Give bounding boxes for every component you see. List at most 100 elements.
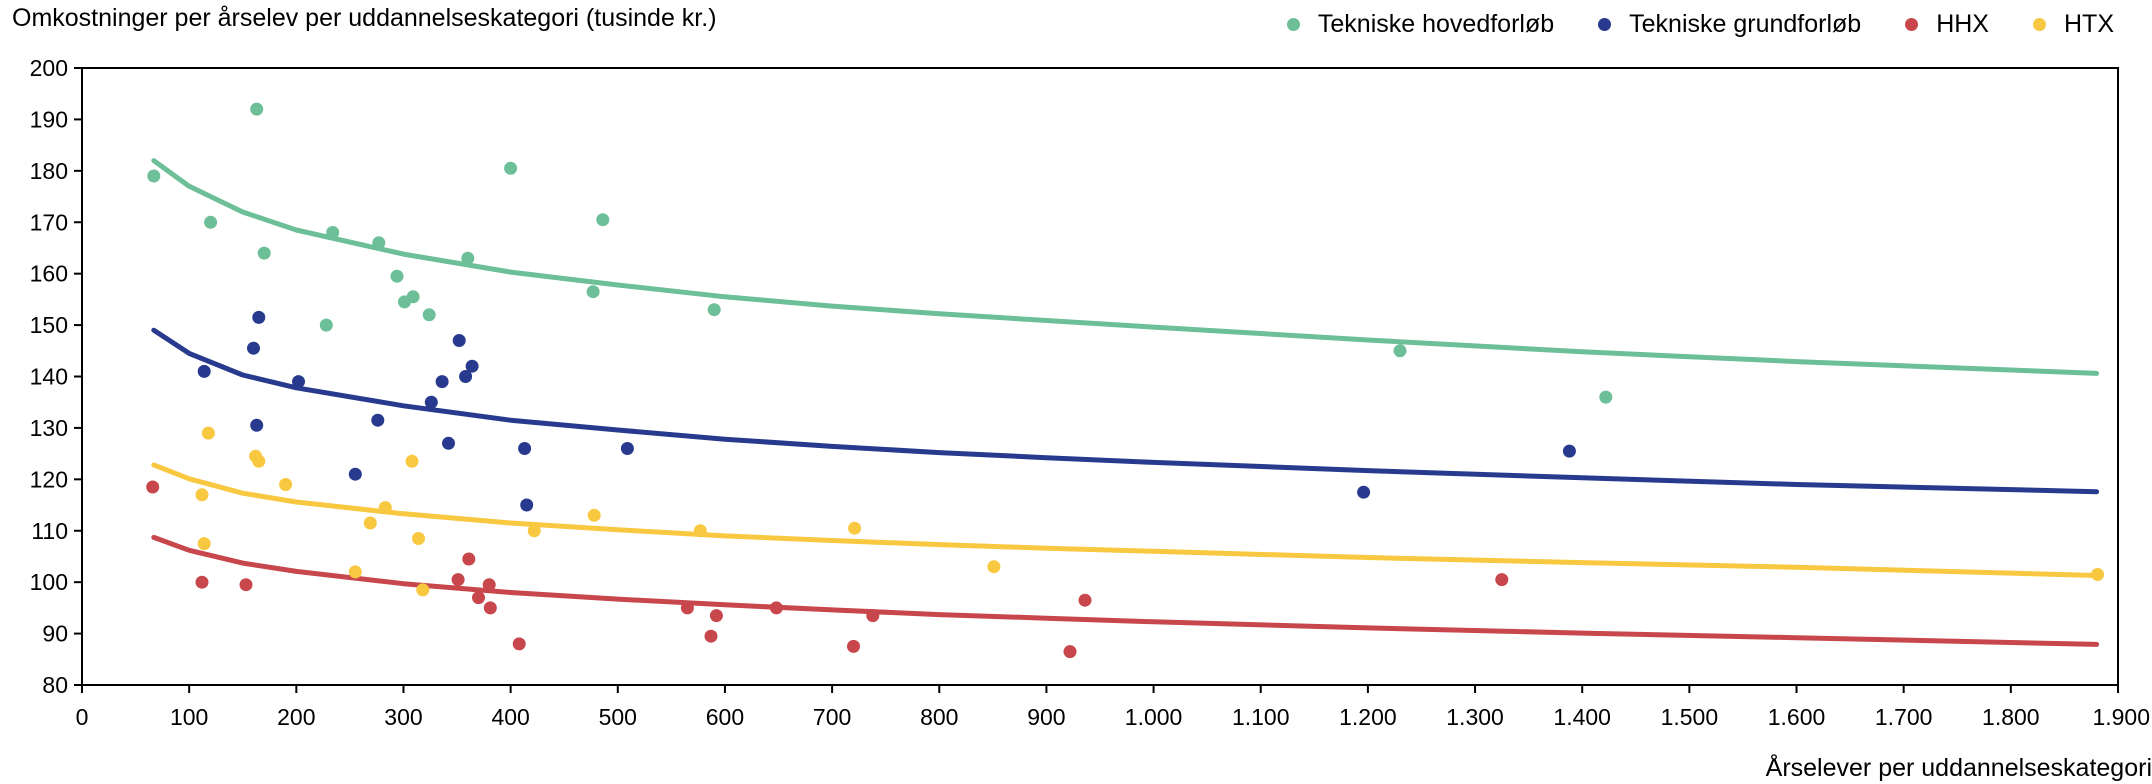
x-tick-label: 200 <box>277 704 315 730</box>
data-point-htx <box>197 537 211 551</box>
data-point-htx <box>693 524 707 538</box>
legend-label: HTX <box>2064 10 2114 38</box>
data-point-tekniske-grundforløb <box>435 375 449 389</box>
data-point-htx <box>587 508 601 522</box>
y-tick-label: 190 <box>30 106 68 132</box>
data-point-tekniske-hovedforløb <box>326 226 340 239</box>
x-tick-label: 800 <box>920 704 958 730</box>
data-point-hhx <box>195 575 209 589</box>
x-tick-label: 400 <box>491 704 529 730</box>
data-point-hhx <box>451 573 465 587</box>
x-tick-label: 700 <box>813 704 851 730</box>
y-tick-label: 150 <box>30 312 68 338</box>
legend-item: Tekniske hovedforløb <box>1286 10 1555 39</box>
y-tick-label: 80 <box>42 672 68 698</box>
legend-item: Tekniske grundforløb <box>1598 10 1861 39</box>
data-point-htx <box>527 524 541 538</box>
data-point-tekniske-grundforløb <box>292 375 305 389</box>
data-point-htx <box>2091 568 2105 581</box>
y-tick-label: 200 <box>30 55 68 81</box>
data-point-tekniske-grundforløb <box>452 334 466 347</box>
data-point-tekniske-grundforløb <box>465 359 479 373</box>
data-point-hhx <box>472 591 485 605</box>
data-point-htx <box>363 516 377 530</box>
x-axis-label: Årselever per uddannelseskategori <box>1765 754 2152 782</box>
data-point-tekniske-hovedforløb <box>586 285 600 299</box>
data-point-tekniske-hovedforløb <box>147 169 161 183</box>
x-tick-label: 1.300 <box>1446 704 1504 730</box>
data-point-tekniske-grundforløb <box>424 395 438 409</box>
legend-marker <box>1286 18 1300 31</box>
x-tick-label: 0 <box>76 704 89 730</box>
data-point-tekniske-grundforløb <box>247 341 260 355</box>
data-point-tekniske-hovedforløb <box>707 303 721 317</box>
x-tick-label: 1.200 <box>1339 704 1397 730</box>
data-point-tekniske-hovedforløb <box>204 215 218 229</box>
y-axis-label: Omkostninger per årselev per uddannelses… <box>12 4 717 32</box>
trend-line-hhx <box>151 534 2100 647</box>
data-point-hhx <box>704 629 718 643</box>
y-tick-label: 140 <box>30 364 68 390</box>
data-point-tekniske-hovedforløb <box>1393 344 1407 358</box>
data-point-tekniske-hovedforløb <box>504 161 518 175</box>
data-point-tekniske-grundforløb <box>518 442 532 455</box>
data-point-htx <box>348 565 362 579</box>
data-point-tekniske-hovedforløb <box>422 308 436 322</box>
y-tick-label: 100 <box>30 569 68 595</box>
x-tick-label: 1.100 <box>1232 704 1290 730</box>
y-tick-label: 180 <box>30 158 68 184</box>
data-point-htx <box>279 478 293 491</box>
data-point-tekniske-grundforløb <box>1562 444 1576 458</box>
data-point-tekniske-hovedforløb <box>1599 390 1613 404</box>
data-point-tekniske-hovedforløb <box>461 251 475 265</box>
x-tick-label: 1.600 <box>1768 704 1826 730</box>
plot-frame <box>81 67 2119 686</box>
x-tick-label: 1.700 <box>1875 704 1933 730</box>
data-point-hhx <box>482 578 496 592</box>
data-point-tekniske-grundforløb <box>459 370 473 383</box>
data-point-tekniske-grundforløb <box>252 310 266 324</box>
data-point-htx <box>378 501 392 515</box>
x-tick-label: 1.900 <box>2092 704 2150 730</box>
data-point-tekniske-hovedforløb <box>390 269 404 283</box>
legend-label: HHX <box>1936 10 1989 38</box>
y-tick-label: 170 <box>30 209 68 235</box>
data-point-htx <box>987 560 1001 574</box>
legend-label: Tekniske grundforløb <box>1629 10 1862 38</box>
data-point-hhx <box>866 609 880 623</box>
data-point-tekniske-hovedforløb <box>250 102 264 116</box>
trend-line-tekniske-hovedforløb <box>151 158 2100 376</box>
x-tick-label: 100 <box>170 704 208 730</box>
data-point-htx <box>412 532 425 545</box>
data-point-hhx <box>680 601 694 615</box>
data-point-tekniske-grundforløb <box>250 418 264 432</box>
data-point-hhx <box>1495 573 1509 587</box>
data-point-tekniske-hovedforløb <box>596 213 610 227</box>
x-tick-label: 300 <box>384 704 422 730</box>
legend-marker <box>1598 18 1612 31</box>
data-point-tekniske-grundforløb <box>620 442 634 455</box>
y-tick-label: 110 <box>31 518 68 544</box>
x-tick-label: 900 <box>1027 704 1065 730</box>
trend-line-htx <box>151 462 2100 578</box>
trend-line-tekniske-grundforløb <box>151 327 2100 495</box>
x-tick-label: 1.000 <box>1125 704 1183 730</box>
data-point-tekniske-grundforløb <box>197 364 211 378</box>
data-point-tekniske-grundforløb <box>371 413 385 427</box>
x-tick-label: 1.400 <box>1553 704 1611 730</box>
data-point-htx <box>201 426 215 440</box>
data-point-htx <box>195 488 209 502</box>
legend-label: Tekniske hovedforløb <box>1317 10 1555 38</box>
data-point-hhx <box>709 609 723 623</box>
data-point-hhx <box>1063 645 1077 659</box>
x-tick-label: 500 <box>599 704 637 730</box>
data-point-hhx <box>239 578 253 592</box>
x-tick-label: 1.500 <box>1661 704 1719 730</box>
x-tick-label: 600 <box>706 704 744 730</box>
data-point-htx <box>252 454 266 468</box>
legend-item: HTX <box>2033 10 2114 39</box>
data-point-hhx <box>1078 593 1092 607</box>
data-point-htx <box>848 521 862 535</box>
data-point-tekniske-hovedforløb <box>406 290 420 304</box>
